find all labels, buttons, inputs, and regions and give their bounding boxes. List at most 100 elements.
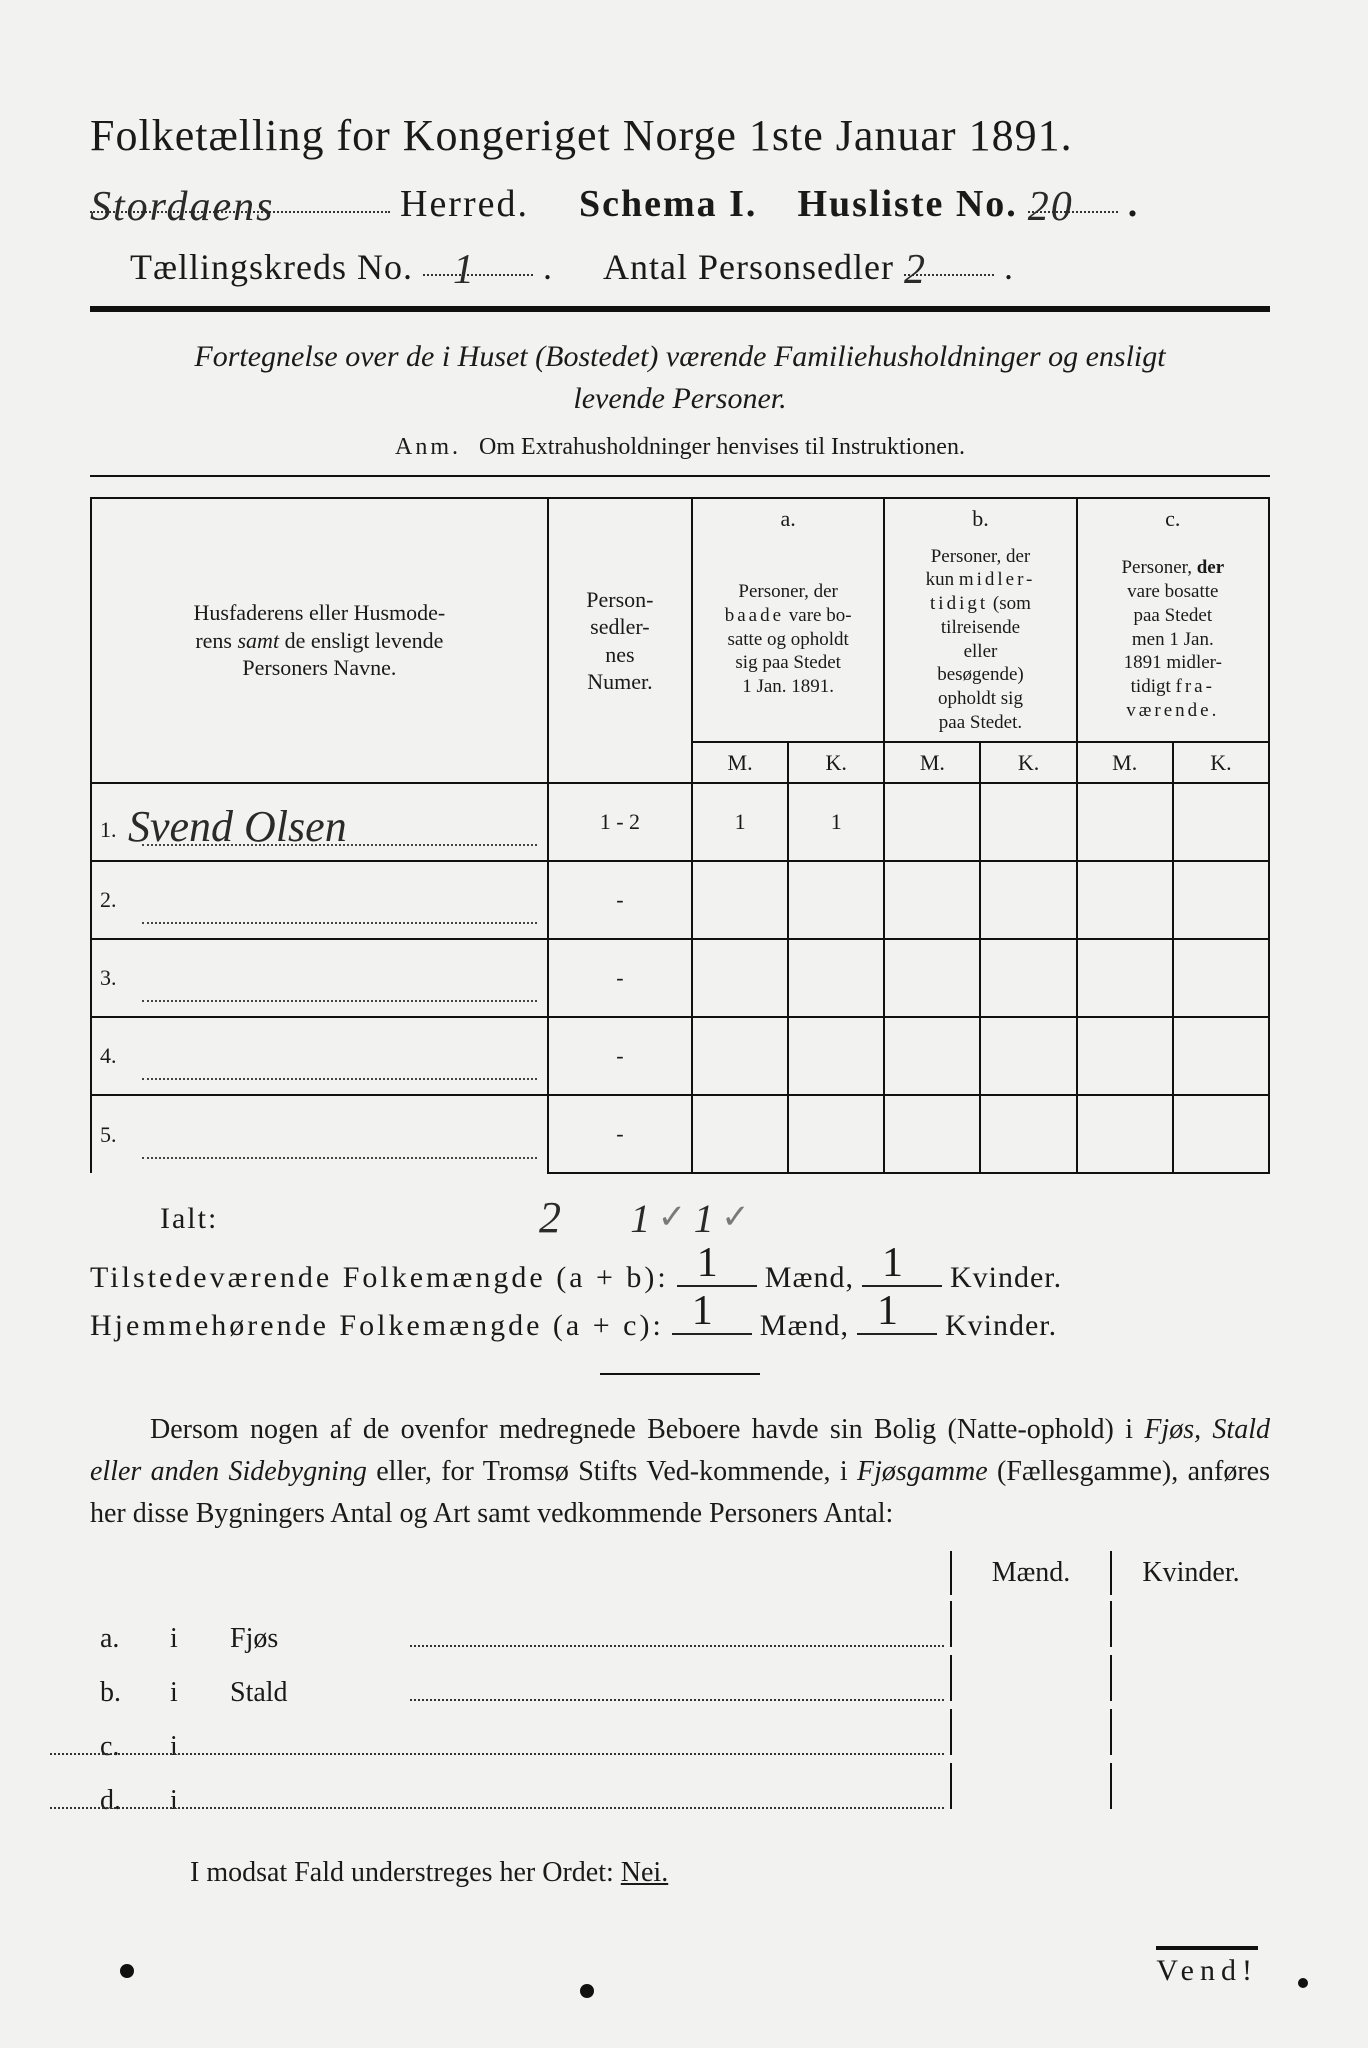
row-b-m[interactable] (884, 1017, 980, 1095)
col-c-m: M. (1077, 742, 1173, 784)
building-i: i (170, 1677, 230, 1709)
row-a-k[interactable] (788, 939, 884, 1017)
building-dots[interactable] (410, 1681, 944, 1701)
row-number: 4. (100, 1043, 117, 1068)
maend-label: Mænd, (760, 1309, 849, 1343)
row-number: 5. (100, 1122, 117, 1147)
sum-ac-k-field[interactable]: 1 (857, 1305, 937, 1335)
building-k-cell[interactable] (1110, 1763, 1270, 1809)
col-name-header: Husfaderens eller Husmode-rens samt de e… (91, 498, 548, 783)
row-a-k[interactable] (788, 1017, 884, 1095)
personsedler-field[interactable]: 2 (904, 242, 994, 276)
buildings-maend-header: Mænd. (950, 1551, 1110, 1595)
row-b-m[interactable] (884, 939, 980, 1017)
kvinder-label: Kvinder. (945, 1309, 1057, 1343)
sum-ab-k-field[interactable]: 1 (862, 1257, 942, 1287)
building-m-cell[interactable] (950, 1601, 1110, 1647)
row-a-k[interactable] (788, 1095, 884, 1173)
row-num-value[interactable]: - (548, 861, 692, 939)
building-k-cell[interactable] (1110, 1709, 1270, 1755)
building-dots[interactable] (410, 1627, 944, 1647)
sum-ab-m-field[interactable]: 1 (677, 1257, 757, 1287)
row-b-k[interactable] (980, 1017, 1076, 1095)
row-a-m[interactable] (692, 1017, 788, 1095)
short-rule (600, 1373, 760, 1375)
row-name-cell[interactable]: 4. (91, 1017, 548, 1095)
col-c-top: c. (1077, 498, 1269, 539)
row-b-k[interactable] (980, 783, 1076, 861)
row-num-value[interactable]: 1 - 2 (548, 783, 692, 861)
row-a-k[interactable] (788, 861, 884, 939)
col-a-desc: Personer, derbaade vare bo-satte og opho… (692, 539, 884, 742)
row-b-m[interactable] (884, 861, 980, 939)
nei-pre: I modsat Fald understreges her Ordet: (190, 1857, 621, 1888)
row-num-value[interactable]: - (548, 1095, 692, 1173)
buildings-kvinder-header: Kvinder. (1110, 1551, 1270, 1595)
ink-dot-icon (580, 1984, 594, 1998)
row-name-cell[interactable]: 5. (91, 1095, 548, 1173)
kreds-field[interactable]: 1 (423, 242, 533, 276)
check-icon: ✓ (658, 1199, 687, 1236)
col-a-top: a. (692, 498, 884, 539)
vend-label: Vend! (1156, 1946, 1258, 1988)
building-row: d. i (90, 1763, 1270, 1817)
building-m-cell[interactable] (950, 1655, 1110, 1701)
ialt-label: Ialt: (90, 1202, 490, 1236)
row-c-m[interactable] (1077, 939, 1173, 1017)
row-a-m[interactable] (692, 939, 788, 1017)
building-dots[interactable] (50, 1789, 944, 1809)
sum-ac-m-field[interactable]: 1 (672, 1305, 752, 1335)
row-a-m[interactable]: 1 (692, 783, 788, 861)
row-c-k[interactable] (1173, 939, 1269, 1017)
table-row: 2. - (91, 861, 1269, 939)
row-num-value[interactable]: - (548, 939, 692, 1017)
check-icon: ✓ (721, 1199, 750, 1236)
page-title: Folketælling for Kongeriget Norge 1ste J… (90, 110, 1270, 161)
row-c-m[interactable] (1077, 861, 1173, 939)
row-b-k[interactable] (980, 939, 1076, 1017)
row-name-cell[interactable]: 1. Svend Olsen (91, 783, 548, 861)
building-i: i (170, 1623, 230, 1655)
row-a-m[interactable] (692, 1095, 788, 1173)
kvinder-label: Kvinder. (950, 1261, 1062, 1295)
husliste-field[interactable]: 20 (1028, 179, 1118, 213)
row-c-m[interactable] (1077, 1017, 1173, 1095)
row-name-cell[interactable]: 3. (91, 939, 548, 1017)
row-num-value[interactable]: - (548, 1017, 692, 1095)
ink-dot-icon (120, 1964, 134, 1978)
table-row: 1. Svend Olsen 1 - 2 1 1 (91, 783, 1269, 861)
building-m-cell[interactable] (950, 1763, 1110, 1809)
building-k-cell[interactable] (1110, 1601, 1270, 1647)
schema-label: Schema I. (579, 182, 757, 226)
row-name-cell[interactable]: 2. (91, 861, 548, 939)
col-a-k: K. (788, 742, 884, 784)
building-k-cell[interactable] (1110, 1655, 1270, 1701)
herred-field[interactable]: Stordaens (90, 179, 390, 213)
row-b-k[interactable] (980, 861, 1076, 939)
ink-dot-icon (1298, 1978, 1308, 1988)
personsedler-dot: . (1004, 246, 1014, 288)
ialt-a: 1 ✓ 1 ✓ (610, 1191, 770, 1238)
row-c-m[interactable] (1077, 783, 1173, 861)
row-c-k[interactable] (1173, 783, 1269, 861)
col-a-m: M. (692, 742, 788, 784)
row-c-k[interactable] (1173, 1017, 1269, 1095)
sum-line-ac: Hjemmehørende Folkemængde (a + c): 1 Mæn… (90, 1305, 1270, 1343)
sum-ab-k: 1 (882, 1239, 904, 1287)
building-name: Stald (230, 1677, 410, 1709)
row-b-m[interactable] (884, 1095, 980, 1173)
row-b-k[interactable] (980, 1095, 1076, 1173)
building-dots[interactable] (50, 1735, 944, 1755)
ialt-row: Ialt: 2 1 ✓ 1 ✓ (90, 1188, 1270, 1239)
herred-value: Stordaens (90, 184, 274, 230)
row-c-k[interactable] (1173, 1095, 1269, 1173)
row-a-k[interactable]: 1 (788, 783, 884, 861)
row-a-m[interactable] (692, 861, 788, 939)
building-m-cell[interactable] (950, 1709, 1110, 1755)
census-table: Husfaderens eller Husmode-rens samt de e… (90, 497, 1270, 1174)
col-c-k: K. (1173, 742, 1269, 784)
row-c-k[interactable] (1173, 861, 1269, 939)
header-row-1: Stordaens Herred. Schema I. Husliste No.… (90, 179, 1270, 226)
row-c-m[interactable] (1077, 1095, 1173, 1173)
row-b-m[interactable] (884, 783, 980, 861)
